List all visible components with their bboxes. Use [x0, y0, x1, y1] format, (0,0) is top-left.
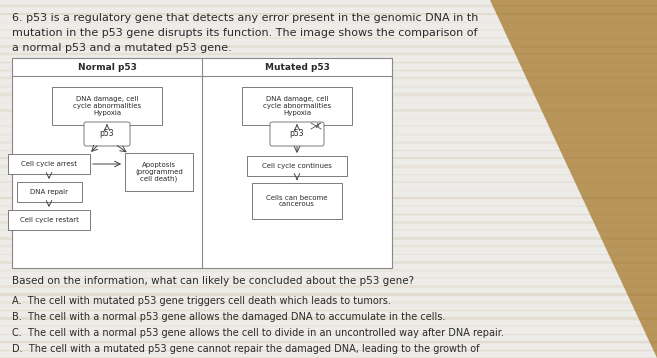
Text: Based on the information, what can likely be concluded about the p53 gene?: Based on the information, what can likel… [12, 276, 414, 286]
Text: D.  The cell with a mutated p53 gene cannot repair the damaged DNA, leading to t: D. The cell with a mutated p53 gene cann… [12, 344, 480, 354]
Text: mutation in the p53 gene disrupts its function. The image shows the comparison o: mutation in the p53 gene disrupts its fu… [12, 28, 478, 38]
Text: ✗: ✗ [314, 123, 320, 129]
FancyBboxPatch shape [125, 153, 193, 191]
Text: B.  The cell with a normal p53 gene allows the damaged DNA to accumulate in the : B. The cell with a normal p53 gene allow… [12, 312, 445, 322]
Text: A.  The cell with mutated p53 gene triggers cell death which leads to tumors.: A. The cell with mutated p53 gene trigge… [12, 296, 391, 306]
Text: Cells can become
cancerous: Cells can become cancerous [266, 194, 328, 208]
FancyBboxPatch shape [8, 210, 90, 230]
Text: a normal p53 and a mutated p53 gene.: a normal p53 and a mutated p53 gene. [12, 43, 232, 53]
Text: p53: p53 [100, 130, 114, 139]
Text: Cell cycle restart: Cell cycle restart [20, 217, 78, 223]
Text: Cell cycle arrest: Cell cycle arrest [21, 161, 77, 167]
Text: DNA repair: DNA repair [30, 189, 68, 195]
Text: Normal p53: Normal p53 [78, 63, 137, 72]
Text: C.  The cell with a normal p53 gene allows the cell to divide in an uncontrolled: C. The cell with a normal p53 gene allow… [12, 328, 504, 338]
FancyBboxPatch shape [8, 154, 90, 174]
Text: Cell cycle continues: Cell cycle continues [262, 163, 332, 169]
Text: Mutated p53: Mutated p53 [265, 63, 329, 72]
Bar [12, 58, 392, 268]
FancyBboxPatch shape [247, 156, 347, 176]
Text: p53: p53 [290, 130, 304, 139]
FancyBboxPatch shape [252, 183, 342, 219]
Text: Apoptosis
(programmed
cell death): Apoptosis (programmed cell death) [135, 161, 183, 183]
FancyBboxPatch shape [52, 87, 162, 125]
FancyBboxPatch shape [16, 182, 81, 202]
Text: DNA damage, cell
cycle abnormalities
Hypoxia: DNA damage, cell cycle abnormalities Hyp… [263, 96, 331, 116]
Text: DNA damage, cell
cycle abnormalities
Hypoxia: DNA damage, cell cycle abnormalities Hyp… [73, 96, 141, 116]
FancyBboxPatch shape [242, 87, 352, 125]
Text: 6. p53 is a regulatory gene that detects any error present in the genomic DNA in: 6. p53 is a regulatory gene that detects… [12, 13, 478, 23]
FancyBboxPatch shape [84, 122, 130, 146]
FancyBboxPatch shape [270, 122, 324, 146]
